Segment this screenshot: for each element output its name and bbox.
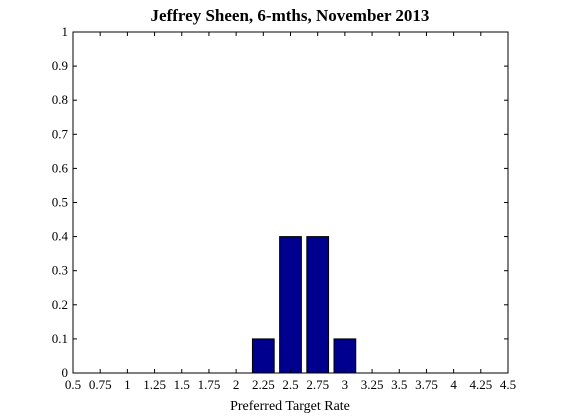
x-tick-label-3.5: 3.5	[391, 377, 407, 392]
y-tick-label-0.8: 0.8	[52, 92, 68, 107]
bar-3	[333, 338, 357, 374]
y-tick-label-0.6: 0.6	[52, 160, 69, 175]
x-tick-label-3.25: 3.25	[361, 377, 384, 392]
y-tick-label-0.5: 0.5	[52, 195, 68, 210]
y-tick-label-0.3: 0.3	[52, 263, 68, 278]
x-tick-label-4: 4	[450, 377, 457, 392]
x-tick-label-4.5: 4.5	[500, 377, 516, 392]
x-tick-label-2.25: 2.25	[252, 377, 275, 392]
bar-2.5	[279, 236, 302, 374]
x-tick-label-1.25: 1.25	[143, 377, 166, 392]
y-tick-label-0.7: 0.7	[52, 126, 69, 141]
y-tick-label-1: 1	[62, 24, 69, 39]
y-tick-label-0.9: 0.9	[52, 58, 68, 73]
y-tick-label-0.4: 0.4	[52, 229, 69, 244]
chart-title: Jeffrey Sheen, 6-mths, November 2013	[151, 6, 430, 25]
bars-group	[251, 236, 357, 374]
x-tick-label-0.5: 0.5	[65, 377, 81, 392]
x-tick-label-1.75: 1.75	[198, 377, 221, 392]
y-tick-label-0.2: 0.2	[52, 297, 68, 312]
y-tick-label-0.1: 0.1	[52, 331, 68, 346]
x-tick-label-2.5: 2.5	[282, 377, 298, 392]
bar-2.75	[306, 236, 330, 374]
plot-frame	[72, 31, 509, 374]
x-tick-label-4.25: 4.25	[469, 377, 492, 392]
x-tick-label-2.75: 2.75	[306, 377, 329, 392]
x-axis-label: Preferred Target Rate	[230, 399, 350, 414]
x-tick-label-1: 1	[124, 377, 131, 392]
bar-2.25	[251, 338, 275, 374]
y-tick-label-0: 0	[62, 365, 69, 380]
x-tick-label-0.75: 0.75	[89, 377, 112, 392]
x-tick-label-2: 2	[233, 377, 240, 392]
ticks-group: 0.5 0.75 1 1.25 1.5 1.75 2 2.25 2.5 2.75 3 3.25 3.5 3…	[52, 24, 516, 392]
x-tick-label-3: 3	[342, 377, 349, 392]
x-tick-label-1.5: 1.5	[174, 377, 190, 392]
x-tick-label-3.75: 3.75	[415, 377, 438, 392]
